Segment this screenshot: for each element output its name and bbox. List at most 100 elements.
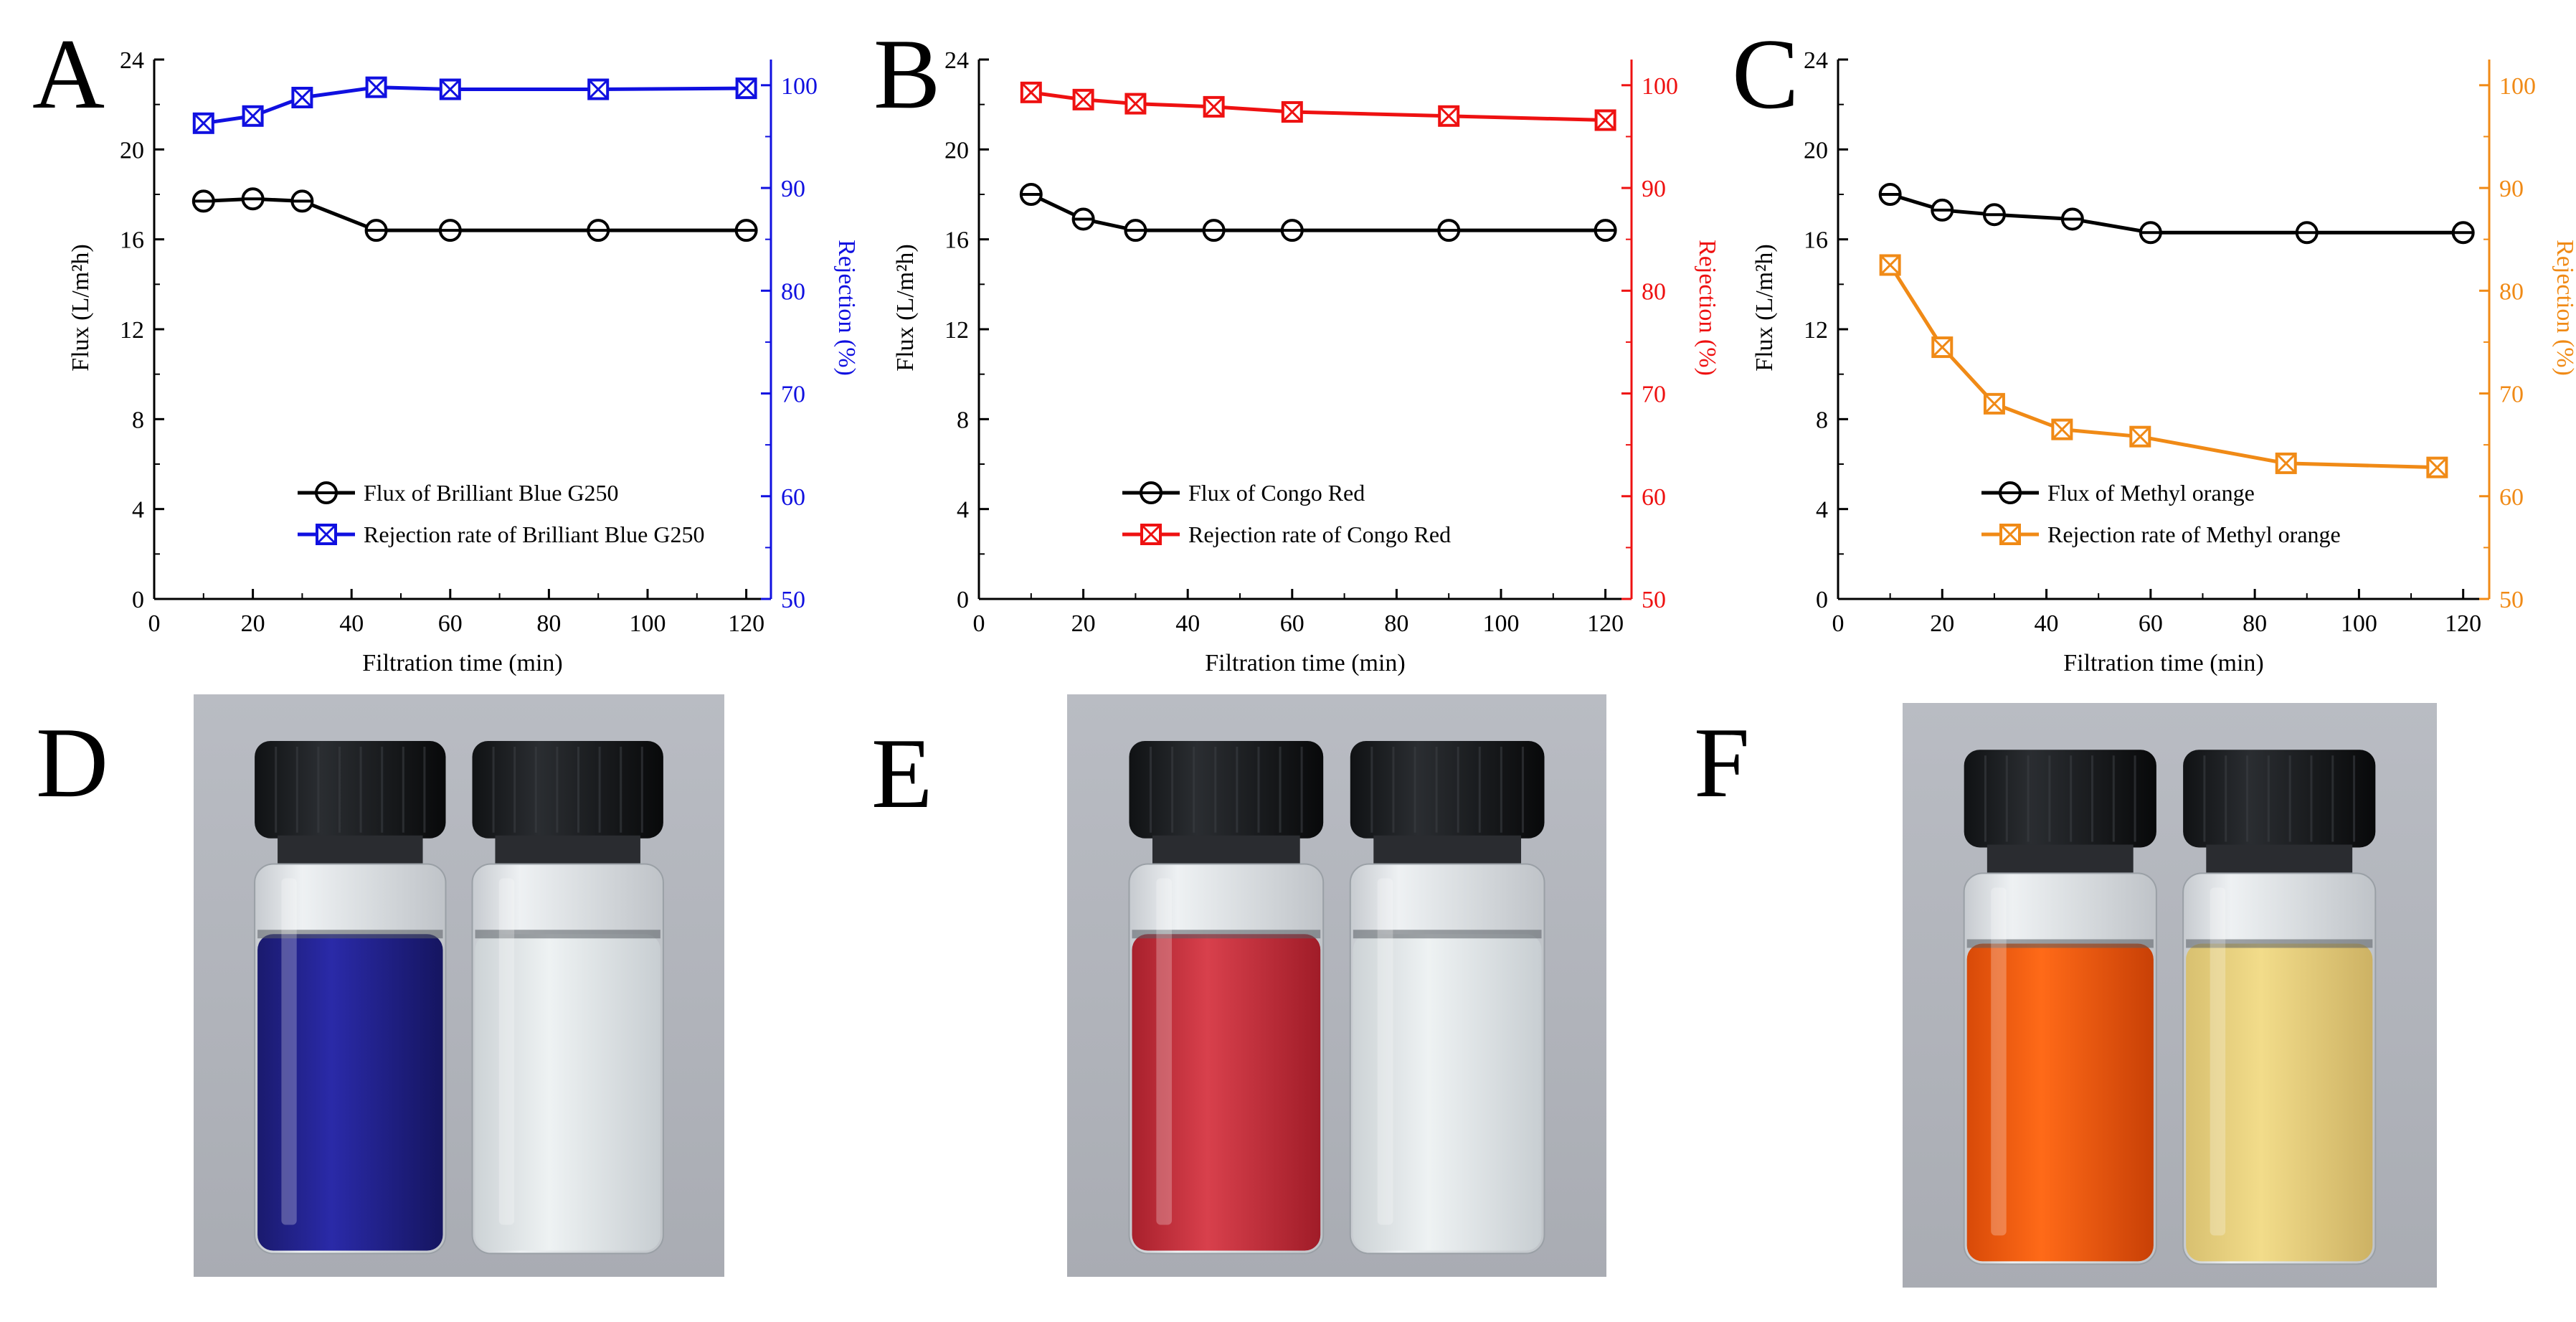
- marker-cross-b: [2276, 453, 2296, 473]
- data-point-square: [192, 112, 214, 134]
- x-axis-title: Filtration time (min): [1205, 650, 1406, 676]
- data-point-circle: [1140, 481, 1162, 504]
- chart-panel-a: 0 20 40 60 80 100 120 0 4 8 12 16 20 24 50 60 70 80 90 100 F…: [67, 47, 860, 676]
- y-right-tick-label: 60: [1642, 484, 1666, 511]
- liquid-meniscus: [475, 930, 660, 939]
- data-point-circle: [2451, 221, 2475, 245]
- marker-cross-b: [292, 87, 313, 108]
- marker-cross-b: [366, 77, 387, 98]
- glass-highlight: [498, 878, 515, 1225]
- x-tick-label: 0: [148, 610, 161, 637]
- series-line-flux: [203, 197, 747, 232]
- x-tick-label: 40: [2035, 610, 2059, 637]
- chart-panel-b: 0 20 40 60 80 100 120 0 4 8 12 16 20 24 50 60 70 80 90 100 F…: [892, 47, 1720, 676]
- panel-label-c: C: [1732, 19, 1799, 130]
- data-point-square: [1203, 95, 1225, 118]
- x-tick-label: 40: [339, 610, 364, 637]
- vial-neck: [1373, 835, 1522, 867]
- marker-cross-b: [1439, 105, 1459, 126]
- series-line-rejection: [203, 85, 747, 126]
- panel-label-a: A: [32, 19, 105, 130]
- y-left-axis-title: Flux (L/m²h): [67, 244, 94, 371]
- marker-cross-b: [2052, 419, 2073, 440]
- vial-feed: [1128, 740, 1325, 1255]
- vial-permeate: [2182, 750, 2377, 1265]
- vial-neck: [1152, 835, 1300, 867]
- legend-entry-label: Rejection rate of Congo Red: [1188, 521, 1451, 547]
- marker-cross-b: [1140, 524, 1162, 545]
- data-point-square: [1438, 105, 1460, 127]
- legend-entry-label: Flux of Brilliant Blue G250: [364, 480, 619, 506]
- legend-entry-label: Flux of Congo Red: [1188, 480, 1365, 506]
- y-right-tick-label: 50: [781, 587, 805, 613]
- data-point-circle: [241, 187, 265, 211]
- y-right-tick-label: 100: [781, 73, 818, 100]
- liquid-meniscus: [257, 930, 443, 939]
- data-point-square: [1281, 101, 1303, 123]
- y-left-tick-label: 12: [1804, 317, 1828, 344]
- data-point-square: [291, 86, 313, 108]
- y-left-axis-title: Flux (L/m²h): [892, 244, 919, 371]
- y-left-tick-label: 24: [1804, 47, 1828, 74]
- y-left-tick-label: 16: [120, 227, 144, 254]
- vial-photo-e: Congo Red feed and permeate vials: [1067, 694, 1606, 1277]
- y-left-tick-label: 4: [132, 497, 144, 524]
- chart-panel-c: 0 20 40 60 80 100 120 0 4 8 12 16 20 24 50 60 70 80 90 100 F…: [1751, 47, 2576, 676]
- vial-photo-f: Methyl orange feed and permeate vials: [1903, 703, 2437, 1288]
- x-tick-label: 60: [438, 610, 463, 637]
- panel-label-f: F: [1694, 707, 1750, 818]
- data-point-square: [2275, 452, 2297, 474]
- x-tick-label: 60: [2139, 610, 2163, 637]
- photos-layer: Brilliant Blue G250 feed and permeate vi…: [194, 694, 2437, 1288]
- glass-highlight: [1156, 878, 1173, 1225]
- vial-cap: [1964, 750, 2156, 848]
- data-point-circle: [1280, 219, 1304, 242]
- vial-liquid: [2186, 943, 2373, 1262]
- y-right-tick-label: 90: [2499, 176, 2524, 202]
- data-point-circle: [1878, 183, 1902, 206]
- data-point-circle: [1594, 219, 1617, 242]
- glass-highlight: [2210, 887, 2226, 1236]
- data-point-circle: [2295, 221, 2319, 245]
- y-right-tick-label: 80: [1642, 278, 1666, 305]
- x-tick-label: 120: [728, 610, 764, 637]
- x-tick-label: 20: [1930, 610, 1954, 637]
- y-right-axis-title: Rejection (%): [833, 240, 860, 376]
- y-left-tick-label: 20: [120, 137, 144, 164]
- data-point-square: [735, 77, 757, 100]
- y-left-tick-label: 0: [132, 587, 144, 613]
- data-point-square: [1931, 336, 1954, 359]
- x-tick-label: 120: [1587, 610, 1624, 637]
- data-point-square: [439, 78, 461, 100]
- vial-liquid: [1966, 943, 2154, 1262]
- series-line-rejection: [1888, 264, 2438, 470]
- y-left-tick-label: 4: [957, 497, 969, 524]
- data-point-circle: [1999, 481, 2022, 504]
- panel-label-b: B: [873, 19, 940, 130]
- y-left-tick-label: 8: [132, 407, 144, 433]
- marker-cross-b: [2427, 457, 2448, 478]
- marker-cross-b: [1021, 82, 1041, 103]
- data-point-square: [1594, 109, 1616, 131]
- x-tick-label: 100: [1483, 610, 1520, 637]
- panel-label-d: D: [36, 707, 108, 818]
- data-point-square: [1072, 88, 1094, 110]
- data-point-circle: [364, 219, 388, 242]
- data-point-circle: [290, 189, 314, 213]
- y-left-tick-label: 12: [120, 317, 144, 344]
- data-point-circle: [2139, 221, 2162, 245]
- vial-neck: [2206, 844, 2353, 876]
- legend-entry-label: Flux of Methyl orange: [2047, 480, 2255, 506]
- x-tick-label: 80: [2243, 610, 2267, 637]
- marker-cross-b: [588, 79, 609, 100]
- x-tick-label: 60: [1280, 610, 1304, 637]
- y-right-axis-title: Rejection (%): [2552, 240, 2576, 376]
- x-tick-label: 100: [630, 610, 666, 637]
- y-right-tick-label: 100: [2499, 73, 2536, 100]
- data-point-circle: [1931, 198, 1954, 222]
- marker-cross-b: [316, 524, 337, 545]
- marker-cross-b: [1073, 89, 1094, 110]
- x-tick-label: 40: [1175, 610, 1200, 637]
- data-point-circle: [587, 219, 610, 242]
